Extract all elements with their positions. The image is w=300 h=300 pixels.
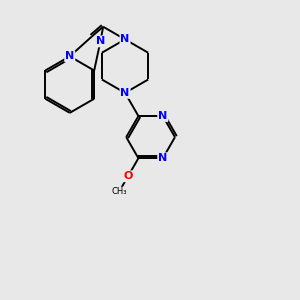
- Text: O: O: [123, 171, 133, 181]
- Text: N: N: [65, 51, 74, 62]
- Text: N: N: [96, 36, 105, 46]
- Text: N: N: [120, 88, 130, 98]
- Text: N: N: [158, 111, 167, 121]
- Text: CH₃: CH₃: [111, 187, 127, 196]
- Text: N: N: [120, 34, 130, 44]
- Text: N: N: [158, 153, 167, 163]
